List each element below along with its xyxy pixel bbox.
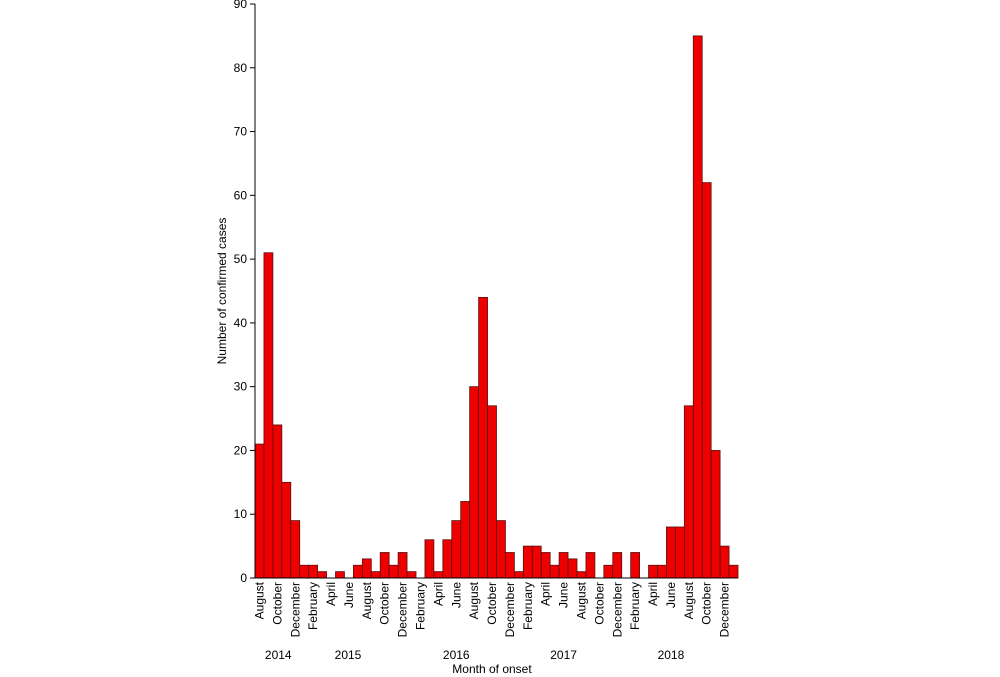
bar-aug-2015 xyxy=(361,558,372,579)
bar-sep-2016 xyxy=(478,296,488,579)
y-tick-label: 90 xyxy=(234,0,248,11)
bar-nov-2017 xyxy=(603,564,614,579)
bar-mar-2016 xyxy=(424,539,435,579)
y-tick-label: 60 xyxy=(234,188,248,202)
x-tick-label: April xyxy=(431,582,445,606)
bar-jun-2018 xyxy=(666,526,676,579)
bar-jul-2018 xyxy=(674,526,685,579)
bar-apr-2016 xyxy=(433,571,444,579)
bar-aug-2018 xyxy=(683,405,694,579)
bar-jun-2017 xyxy=(558,552,569,579)
x-tick-label: August xyxy=(682,581,696,619)
x-tick-label: December xyxy=(288,582,302,637)
bar-oct-2018 xyxy=(701,182,712,579)
bar-may-2018 xyxy=(657,564,667,579)
x-tick-label: April xyxy=(539,582,553,606)
year-label-2016: 2016 xyxy=(443,648,470,662)
y-tick-label: 50 xyxy=(234,252,248,266)
y-tick-label: 10 xyxy=(234,507,248,521)
bar-jul-2015 xyxy=(352,564,363,579)
bar-jul-2016 xyxy=(460,501,471,579)
bar-sep-2017 xyxy=(585,552,596,579)
bar-dec-2014 xyxy=(290,520,301,579)
x-tick-label: August xyxy=(467,581,481,619)
bar-sep-2018 xyxy=(692,35,703,579)
bar-apr-2018 xyxy=(648,564,658,579)
x-tick-label: April xyxy=(646,582,660,606)
x-tick-label: June xyxy=(449,582,463,608)
bar-mar-2017 xyxy=(531,545,542,579)
x-tick-label: December xyxy=(396,582,410,637)
x-tick-label: June xyxy=(664,582,678,608)
x-tick-label: August xyxy=(252,581,266,619)
y-tick-label: 30 xyxy=(234,380,248,394)
x-tick-label: October xyxy=(270,582,284,625)
y-tick-label: 0 xyxy=(240,571,247,585)
bars-group xyxy=(254,35,739,579)
year-label-2014: 2014 xyxy=(265,648,292,662)
x-tick-label: February xyxy=(413,582,427,630)
bar-nov-2018 xyxy=(710,450,721,579)
bar-feb-2015 xyxy=(308,564,319,579)
bar-jan-2016 xyxy=(406,571,417,579)
bar-dec-2016 xyxy=(505,552,515,579)
x-tick-label: February xyxy=(306,582,320,630)
bar-jan-2015 xyxy=(299,564,310,579)
bar-jul-2017 xyxy=(567,558,578,579)
x-tick-label: December xyxy=(610,582,624,637)
x-tick-label: June xyxy=(342,582,356,608)
y-tick-label: 80 xyxy=(234,61,248,75)
bar-nov-2016 xyxy=(496,520,506,579)
x-tick-label: December xyxy=(503,582,517,637)
bar-dec-2017 xyxy=(612,552,623,579)
x-tick-label: February xyxy=(628,582,642,630)
x-tick-label: October xyxy=(485,582,499,625)
x-tick-label: December xyxy=(718,582,732,637)
x-tick-label: April xyxy=(324,582,338,606)
bar-oct-2014 xyxy=(272,424,283,579)
bar-dec-2015 xyxy=(397,552,408,579)
bar-nov-2015 xyxy=(388,564,399,579)
year-label-2018: 2018 xyxy=(658,648,685,662)
x-tick-label: October xyxy=(378,582,392,625)
bar-feb-2017 xyxy=(522,545,533,579)
bar-oct-2015 xyxy=(379,552,390,579)
bar-nov-2014 xyxy=(281,481,292,579)
x-axis-label: Month of onset xyxy=(452,662,532,676)
bar-may-2017 xyxy=(549,564,560,579)
x-tick-label: February xyxy=(521,582,535,630)
year-label-2017: 2017 xyxy=(550,648,577,662)
y-tick-label: 40 xyxy=(234,316,248,330)
bar-jan-2019 xyxy=(728,564,739,579)
bar-jan-2017 xyxy=(513,571,524,579)
bar-mar-2015 xyxy=(317,571,327,579)
y-ticks-group: 0 10 20 30 40 50 60 70 80 90 xyxy=(234,0,255,585)
x-tick-label: August xyxy=(574,581,588,619)
bar-may-2016 xyxy=(442,539,453,579)
x-tick-label: June xyxy=(557,582,571,608)
bar-jun-2016 xyxy=(451,520,462,579)
x-tick-label: October xyxy=(700,582,714,625)
x-ticks-group: August October December February April June Au… xyxy=(252,581,731,637)
bar-aug-2014 xyxy=(254,443,265,579)
bar-dec-2018 xyxy=(719,545,730,579)
bar-sep-2014 xyxy=(263,252,274,579)
bar-apr-2017 xyxy=(540,552,551,579)
y-axis-label: Number of confirmed cases xyxy=(215,218,229,365)
x-tick-label: October xyxy=(592,582,606,625)
year-label-2015: 2015 xyxy=(335,648,362,662)
y-tick-label: 70 xyxy=(234,125,248,139)
bar-oct-2016 xyxy=(487,405,497,579)
bar-may-2015 xyxy=(335,571,345,579)
y-tick-label: 20 xyxy=(234,443,248,457)
bar-aug-2016 xyxy=(469,386,480,579)
x-tick-label: August xyxy=(360,581,374,619)
year-labels-group: 2014 2015 2016 2017 2018 xyxy=(265,648,685,662)
bar-sep-2015 xyxy=(370,571,381,579)
bar-aug-2017 xyxy=(576,571,587,579)
bar-feb-2018 xyxy=(630,552,641,579)
